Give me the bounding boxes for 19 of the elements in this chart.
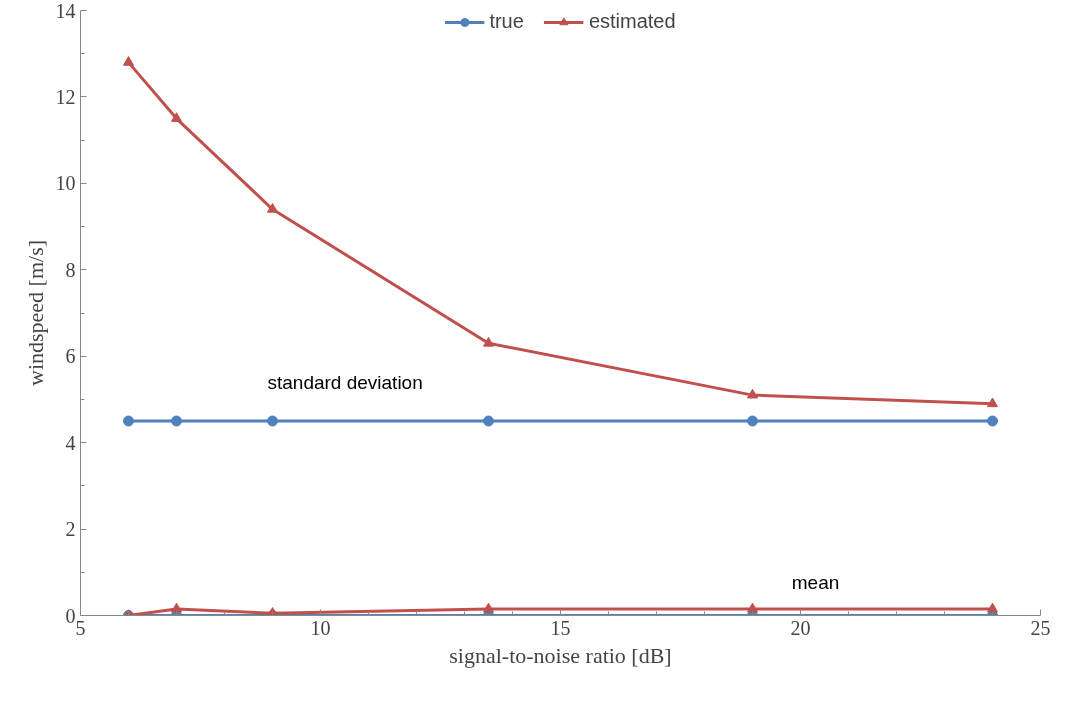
y-tick-label: 12 xyxy=(55,85,76,108)
x-tick-label: 25 xyxy=(1030,616,1051,639)
y-tick-label: 8 xyxy=(65,258,76,281)
y-tick-label: 0 xyxy=(65,604,76,627)
y-tick-label: 10 xyxy=(55,172,76,195)
legend-label: true xyxy=(489,10,524,33)
x-tick-label: 20 xyxy=(790,616,811,639)
x-tick-label: 5 xyxy=(75,616,86,639)
annotation: mean xyxy=(791,571,840,593)
y-tick-label: 4 xyxy=(65,431,76,454)
x-tick-label: 10 xyxy=(310,616,331,639)
y-tick-label: 6 xyxy=(65,345,76,368)
x-axis-title: signal-to-noise ratio [dB] xyxy=(449,642,672,668)
y-tick-label: 2 xyxy=(65,518,76,541)
legend-label: estimated xyxy=(588,10,676,33)
x-tick-label: 15 xyxy=(550,616,571,639)
y-tick-label: 14 xyxy=(55,0,76,22)
annotation: standard deviation xyxy=(267,372,423,394)
y-axis-title: windspeed [m/s] xyxy=(22,239,48,387)
